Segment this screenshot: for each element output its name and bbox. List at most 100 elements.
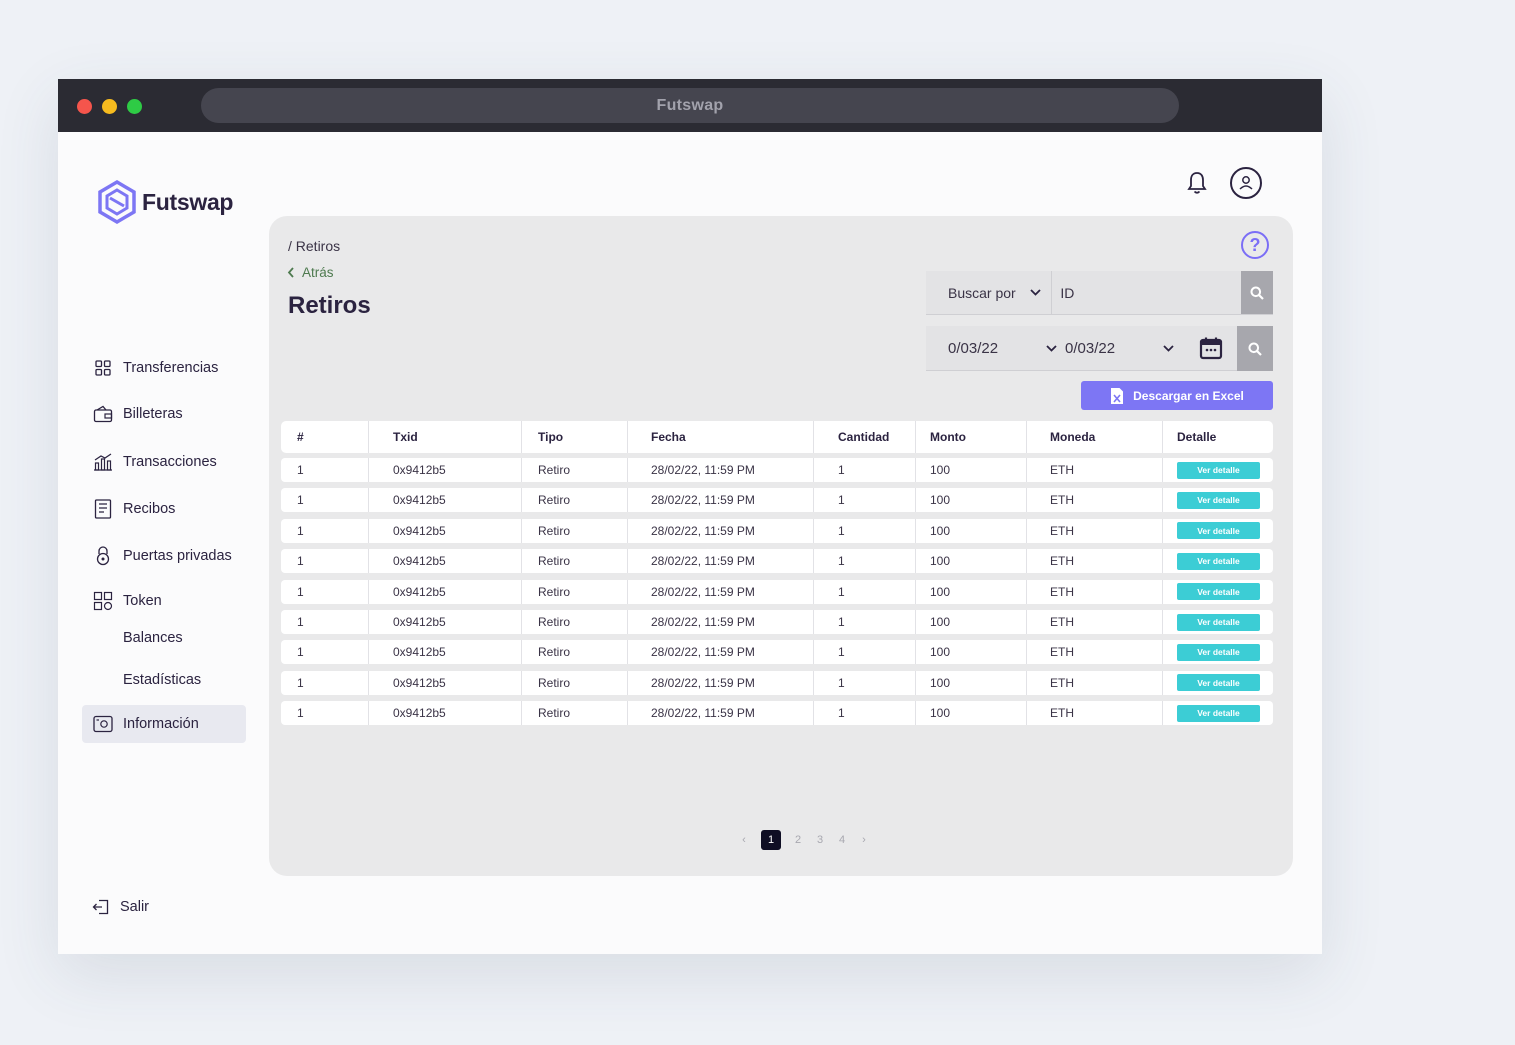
calendar-icon[interactable] bbox=[1199, 336, 1223, 360]
table-cell: 1 bbox=[281, 518, 369, 543]
maximize-window-button[interactable] bbox=[127, 99, 142, 114]
table-cell: 1 bbox=[281, 640, 369, 665]
table-cell: Retiro bbox=[522, 701, 628, 726]
download-excel-label: Descargar en Excel bbox=[1133, 388, 1244, 403]
table-cell: 1 bbox=[814, 640, 916, 665]
table-row: 1 0x9412b5 Retiro 28/02/22, 11:59 PM 1 100 ETH… bbox=[281, 579, 1273, 604]
column-header[interactable]: Monto bbox=[916, 421, 1027, 453]
ver-detalle-button[interactable]: Ver detalle bbox=[1177, 461, 1260, 479]
user-avatar[interactable] bbox=[1230, 167, 1262, 199]
table-cell: 1 bbox=[814, 579, 916, 604]
table-cell: ETH bbox=[1027, 670, 1163, 695]
sidebar-item-balances[interactable]: Balances bbox=[82, 619, 246, 657]
sidebar-item-transacciones[interactable]: Transacciones bbox=[82, 443, 246, 481]
ver-detalle-button[interactable]: Ver detalle bbox=[1177, 674, 1260, 692]
table-cell: Retiro bbox=[522, 610, 628, 634]
download-excel-button[interactable]: Descargar en Excel bbox=[1081, 381, 1273, 410]
sidebar-item-transferencias[interactable]: Transferencias bbox=[82, 349, 246, 387]
futswap-logo-icon bbox=[98, 179, 136, 225]
sidebar-item-recibos[interactable]: Recibos bbox=[82, 490, 246, 528]
column-header[interactable]: Txid bbox=[369, 421, 522, 453]
address-bar[interactable]: Futswap bbox=[201, 88, 1179, 123]
ver-detalle-button[interactable]: Ver detalle bbox=[1177, 583, 1260, 601]
content-panel: / Retiros Atrás Retiros ? Buscar por 0/0… bbox=[269, 216, 1293, 876]
table-cell: ETH bbox=[1027, 458, 1163, 482]
close-window-button[interactable] bbox=[77, 99, 92, 114]
sidebar-item-billeteras[interactable]: Billeteras bbox=[82, 395, 246, 433]
detail-cell: Ver detalle bbox=[1163, 640, 1273, 664]
search-button[interactable] bbox=[1241, 271, 1273, 314]
help-icon[interactable]: ? bbox=[1241, 231, 1269, 259]
table-row: 1 0x9412b5 Retiro 28/02/22, 11:59 PM 1 100 ETH… bbox=[281, 458, 1273, 482]
table-cell: 28/02/22, 11:59 PM bbox=[628, 549, 814, 574]
table-cell: 1 bbox=[281, 610, 369, 634]
logout-button[interactable]: Salir bbox=[92, 899, 149, 915]
ver-detalle-button[interactable]: Ver detalle bbox=[1177, 491, 1260, 509]
table-header: # Txid Tipo Fecha Cantidad Monto Moneda … bbox=[281, 421, 1273, 453]
detail-cell: Ver detalle bbox=[1163, 580, 1273, 604]
sidebar-item-puertas-privadas[interactable]: Puertas privadas bbox=[82, 537, 246, 575]
column-header[interactable]: Cantidad bbox=[814, 421, 916, 453]
grid-icon bbox=[92, 357, 114, 379]
receipt-icon bbox=[92, 498, 114, 520]
column-header[interactable]: # bbox=[281, 421, 369, 453]
page-button-4[interactable]: 4 bbox=[838, 834, 846, 846]
column-header[interactable]: Tipo bbox=[522, 421, 628, 453]
table-cell: ETH bbox=[1027, 488, 1163, 513]
search-input[interactable] bbox=[1052, 271, 1242, 314]
prev-page-button[interactable]: ‹ bbox=[742, 834, 746, 846]
date-search-button[interactable] bbox=[1237, 326, 1273, 371]
bell-icon[interactable] bbox=[1186, 171, 1208, 195]
page-button-3[interactable]: 3 bbox=[816, 834, 824, 846]
minimize-window-button[interactable] bbox=[102, 99, 117, 114]
search-by-select[interactable]: Buscar por bbox=[926, 271, 1053, 314]
date-range-bar: 0/03/22 0/03/22 bbox=[926, 326, 1273, 371]
table-cell: ETH bbox=[1027, 518, 1163, 543]
table-cell: Retiro bbox=[522, 549, 628, 574]
column-header[interactable]: Fecha bbox=[628, 421, 814, 453]
table-cell: ETH bbox=[1027, 549, 1163, 574]
search-icon bbox=[1250, 286, 1264, 300]
table-cell: 28/02/22, 11:59 PM bbox=[628, 458, 814, 482]
table-cell: ETH bbox=[1027, 610, 1163, 634]
pagination: ‹ 1 2 3 4 › bbox=[733, 830, 875, 850]
table-cell: 0x9412b5 bbox=[369, 579, 522, 604]
ver-detalle-button[interactable]: Ver detalle bbox=[1177, 552, 1260, 570]
ver-detalle-button[interactable]: Ver detalle bbox=[1177, 643, 1260, 661]
table-cell: 100 bbox=[916, 701, 1027, 726]
sidebar-item-label: Información bbox=[123, 716, 199, 732]
ver-detalle-button[interactable]: Ver detalle bbox=[1177, 613, 1260, 631]
detail-cell: Ver detalle bbox=[1163, 488, 1273, 512]
sidebar-item-label: Transacciones bbox=[123, 454, 217, 470]
next-page-button[interactable]: › bbox=[862, 834, 866, 846]
ver-detalle-button[interactable]: Ver detalle bbox=[1177, 704, 1260, 722]
sidebar-item-token[interactable]: Token bbox=[82, 582, 246, 620]
sidebar-item-informacion[interactable]: Información bbox=[82, 705, 246, 743]
page-button-1[interactable]: 1 bbox=[761, 830, 781, 850]
user-icon bbox=[1239, 176, 1253, 190]
column-header[interactable]: Moneda bbox=[1027, 421, 1163, 453]
search-icon bbox=[1248, 342, 1262, 356]
brand-logo[interactable]: Futswap bbox=[96, 179, 233, 225]
back-link[interactable]: Atrás bbox=[287, 265, 334, 280]
app-window: Futswap Futswap Transferencias Billetera… bbox=[58, 79, 1322, 954]
table-cell: 100 bbox=[916, 579, 1027, 604]
table-row: 1 0x9412b5 Retiro 28/02/22, 11:59 PM 1 100 ETH… bbox=[281, 701, 1273, 726]
table-cell: 0x9412b5 bbox=[369, 640, 522, 665]
table-cell: 28/02/22, 11:59 PM bbox=[628, 640, 814, 665]
page-button-2[interactable]: 2 bbox=[794, 834, 802, 846]
date-to-select[interactable]: 0/03/22 bbox=[1065, 340, 1182, 357]
detail-cell: Ver detalle bbox=[1163, 519, 1273, 543]
window-title: Futswap bbox=[656, 96, 724, 114]
table-cell: 28/02/22, 11:59 PM bbox=[628, 579, 814, 604]
date-from-value: 0/03/22 bbox=[948, 339, 999, 357]
table-cell: 0x9412b5 bbox=[369, 488, 522, 513]
ver-detalle-button[interactable]: Ver detalle bbox=[1177, 522, 1260, 540]
sidebar-item-estadisticas[interactable]: Estadísticas bbox=[82, 661, 246, 699]
table-cell: ETH bbox=[1027, 579, 1163, 604]
date-from-select[interactable]: 0/03/22 bbox=[948, 340, 1065, 357]
table-cell: ETH bbox=[1027, 701, 1163, 726]
chevron-down-icon bbox=[1163, 344, 1174, 352]
chevron-down-icon bbox=[1046, 344, 1057, 352]
table-cell: 1 bbox=[814, 488, 916, 513]
